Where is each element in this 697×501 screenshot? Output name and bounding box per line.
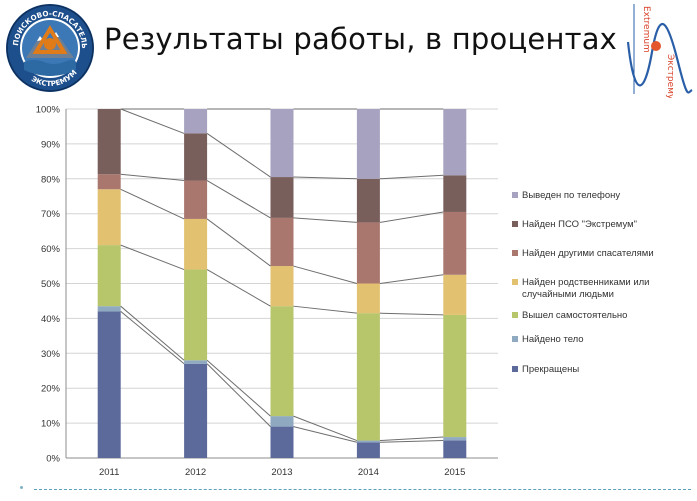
bar-segment <box>97 311 121 458</box>
y-tick-label: 10% <box>41 419 61 430</box>
bar-segment <box>184 363 208 458</box>
bar-segment <box>443 440 467 458</box>
series-line <box>379 436 444 442</box>
bar-segment <box>184 109 208 134</box>
y-tick-label: 20% <box>41 384 61 395</box>
y-tick-label: 30% <box>41 349 61 360</box>
y-tick-label: 90% <box>41 139 61 150</box>
series-line <box>293 415 358 442</box>
bar-segment <box>270 217 294 267</box>
legend-swatch <box>512 336 518 342</box>
bar-segment <box>356 178 380 223</box>
series-line <box>379 440 444 443</box>
bar-segment <box>97 189 121 246</box>
legend-swatch <box>512 250 518 256</box>
bar-segment <box>443 437 467 441</box>
series-line <box>379 274 444 284</box>
bar-segment <box>270 416 294 427</box>
bar-segment <box>443 109 467 176</box>
series-line <box>206 218 271 267</box>
logo-text-right: Экстремум <box>665 54 675 98</box>
series-line <box>293 426 358 443</box>
x-tick-label: 2012 <box>185 467 206 478</box>
legend-label: Найден другими спасателями <box>522 248 654 259</box>
series-line <box>120 188 185 220</box>
y-tick-label: 70% <box>41 209 61 220</box>
footer-divider <box>34 489 691 490</box>
legend-label: Найдено тело <box>522 334 584 345</box>
legend-label: Выведен по телефону <box>522 190 620 201</box>
bar-segment <box>97 245 121 307</box>
bar-segment <box>356 109 380 179</box>
logo-text-left: Extremum <box>641 6 651 53</box>
bar-segment <box>270 266 294 307</box>
series-line <box>379 312 444 316</box>
bar-segment <box>443 211 467 275</box>
x-tick-label: 2011 <box>99 467 119 478</box>
legend-swatch <box>512 312 518 318</box>
series-line <box>120 244 185 271</box>
series-line <box>379 211 444 223</box>
legend-label: Прекращены <box>522 364 579 375</box>
series-line <box>206 363 271 427</box>
legend-label: Найден родственниками или <box>522 277 649 288</box>
series-line <box>120 173 185 182</box>
footer-bullet <box>20 486 23 489</box>
bar-segment <box>184 218 208 270</box>
y-tick-label: 50% <box>41 279 61 290</box>
bar-segment <box>270 306 294 417</box>
bar-segment <box>356 283 380 314</box>
bar-segment <box>270 109 294 178</box>
legend-label: Найден ПСО "Экстремум" <box>522 219 637 230</box>
legend-swatch <box>512 221 518 227</box>
bar-segment <box>356 222 380 284</box>
bar-segment <box>97 306 121 312</box>
series-line <box>120 311 185 365</box>
legend-label: Вышел самостоятельно <box>522 310 627 321</box>
bar-segment <box>356 442 380 458</box>
x-tick-label: 2013 <box>271 467 292 478</box>
bar-segment <box>184 180 208 219</box>
extremum-graph-icon: Extremum Экстремум <box>626 4 693 98</box>
legend-swatch <box>512 279 518 285</box>
y-tick-label: 80% <box>41 174 61 185</box>
bar-segment <box>270 426 294 458</box>
y-tick-label: 40% <box>41 314 61 325</box>
series-line <box>293 176 357 180</box>
bar-segment <box>443 314 467 438</box>
series-line <box>206 359 271 417</box>
legend-swatch <box>512 366 518 372</box>
bar-segment <box>97 109 121 175</box>
bar-segment <box>270 177 294 218</box>
bar-segment <box>97 174 121 190</box>
y-tick-label: 100% <box>36 105 61 116</box>
series-line <box>293 265 358 284</box>
series-line <box>120 108 185 134</box>
bar-segment <box>443 175 467 212</box>
bar-segment <box>356 440 380 443</box>
legend-label: случайными людьми <box>522 289 614 300</box>
series-line <box>379 174 444 180</box>
y-tick-label: 60% <box>41 244 61 255</box>
series-line <box>206 269 271 307</box>
legend-swatch <box>512 192 518 198</box>
series-line <box>293 217 357 223</box>
series-line <box>293 305 357 314</box>
bar-segment <box>184 360 208 364</box>
rescue-emblem-icon: ПОИСКОВО-СПАСАТЕЛЬНЫЙ ОТРЯД ЭКСТРЕМУМ <box>4 2 94 92</box>
bar-segment <box>356 313 380 441</box>
y-tick-label: 0% <box>46 454 60 465</box>
x-tick-label: 2014 <box>358 467 379 478</box>
series-line <box>206 180 271 219</box>
bar-segment <box>443 274 467 315</box>
series-line <box>120 305 185 361</box>
bar-segment <box>184 133 208 181</box>
x-tick-label: 2015 <box>444 467 465 478</box>
series-line <box>206 133 271 178</box>
page-title: Результаты работы, в процентах <box>104 22 618 56</box>
bar-segment <box>184 269 208 361</box>
